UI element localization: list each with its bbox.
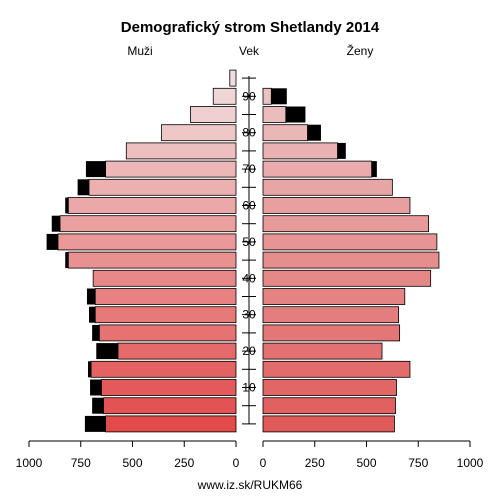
male-excess-bar	[89, 306, 96, 323]
male-bar	[94, 288, 237, 305]
female-bar	[262, 306, 399, 324]
x-tick-label-left: 250	[174, 456, 194, 470]
right-label: Ženy	[347, 43, 374, 58]
age-tick-label: 70	[242, 162, 256, 176]
age-tick-label: 80	[242, 126, 256, 140]
female-bar	[262, 106, 287, 123]
x-tick-label-right: 500	[356, 456, 376, 470]
male-bar	[125, 142, 237, 160]
age-tick-label: 10	[242, 381, 256, 395]
x-tick-label-right: 0	[260, 456, 267, 470]
male-bar	[101, 379, 237, 396]
female-bar	[262, 142, 338, 160]
female-bar	[262, 360, 411, 378]
male-bar	[67, 251, 237, 269]
female-bar	[262, 124, 308, 142]
female-excess-bar	[285, 106, 306, 123]
male-excess-bar	[87, 361, 92, 378]
male-bar	[98, 324, 237, 342]
male-bar	[88, 178, 237, 196]
age-tick-label: 60	[242, 199, 256, 213]
age-tick-label: 40	[242, 271, 256, 285]
female-bar	[262, 397, 396, 415]
male-bar	[67, 197, 237, 214]
male-excess-bar	[92, 324, 100, 341]
male-bar	[229, 69, 237, 87]
female-bar	[262, 269, 432, 287]
female-bar	[262, 160, 373, 178]
female-excess-bar	[271, 88, 287, 105]
male-excess-bar	[90, 379, 102, 396]
male-bar	[59, 215, 237, 233]
bars-group	[46, 69, 440, 433]
male-bar	[161, 124, 237, 142]
age-tick-label: 90	[242, 89, 256, 103]
male-bar	[190, 106, 237, 123]
x-tick-label-left: 0	[233, 456, 240, 470]
male-bar	[90, 360, 237, 378]
axes-group: 90 80 70 60 50 40 30 20 10 1000 750 500 250 0 0 250 500 7…	[16, 76, 484, 470]
female-bar	[262, 215, 430, 233]
female-bar	[262, 178, 393, 196]
male-excess-bar	[65, 252, 69, 269]
age-tick-label: 20	[242, 344, 256, 358]
chart-title: Demografický strom Shetlandy 2014	[121, 19, 380, 36]
footer-text: www.iz.sk/RUKM66	[197, 478, 303, 492]
center-label: Vek	[239, 44, 260, 58]
male-excess-bar	[96, 343, 119, 360]
x-tick-label-right: 1000	[457, 456, 484, 470]
female-excess-bar	[307, 124, 321, 141]
male-excess-bar	[86, 288, 96, 305]
x-tick-label-left: 1000	[16, 456, 43, 470]
male-excess-bar	[92, 397, 104, 414]
x-tick-label-left: 500	[122, 456, 142, 470]
female-bar	[262, 324, 401, 342]
male-excess-bar	[84, 415, 106, 432]
male-bar	[92, 269, 237, 287]
age-tick-label: 30	[242, 308, 256, 322]
female-bar	[262, 87, 272, 105]
female-excess-bar	[337, 142, 346, 159]
male-excess-bar	[77, 179, 90, 196]
male-bar	[103, 397, 237, 415]
male-bar	[117, 342, 237, 360]
left-label: Muži	[127, 44, 152, 58]
female-excess-bar	[371, 161, 377, 178]
female-bar	[262, 288, 406, 305]
female-bar	[262, 342, 383, 360]
female-bar	[262, 233, 438, 251]
male-bar	[212, 87, 237, 105]
female-bar	[262, 251, 440, 269]
male-bar	[105, 415, 237, 433]
male-excess-bar	[46, 233, 58, 250]
female-bar	[262, 379, 397, 396]
x-tick-label-right: 750	[408, 456, 428, 470]
male-bar	[94, 306, 237, 324]
male-excess-bar	[51, 215, 61, 232]
x-tick-label-right: 250	[305, 456, 325, 470]
male-bar	[57, 233, 237, 251]
male-excess-bar	[65, 197, 69, 214]
male-bar	[105, 160, 237, 178]
female-bar	[262, 197, 411, 214]
age-tick-label: 50	[242, 235, 256, 249]
female-bar	[262, 415, 395, 433]
x-tick-label-left: 750	[71, 456, 91, 470]
male-excess-bar	[85, 161, 106, 178]
